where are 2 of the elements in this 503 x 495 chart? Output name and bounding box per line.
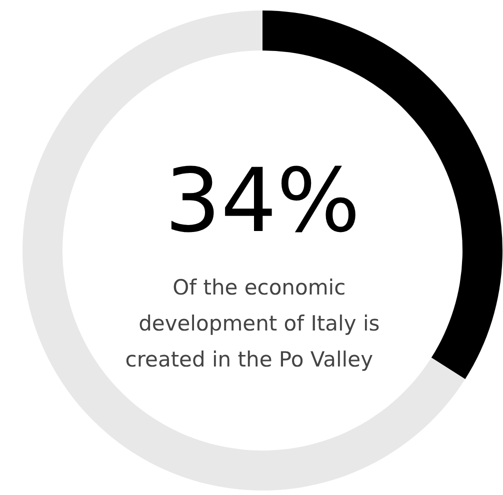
text: Of the economic development of Italy is created in the Po Valley <box>125 276 380 372</box>
data-label: 34% <box>164 149 360 252</box>
